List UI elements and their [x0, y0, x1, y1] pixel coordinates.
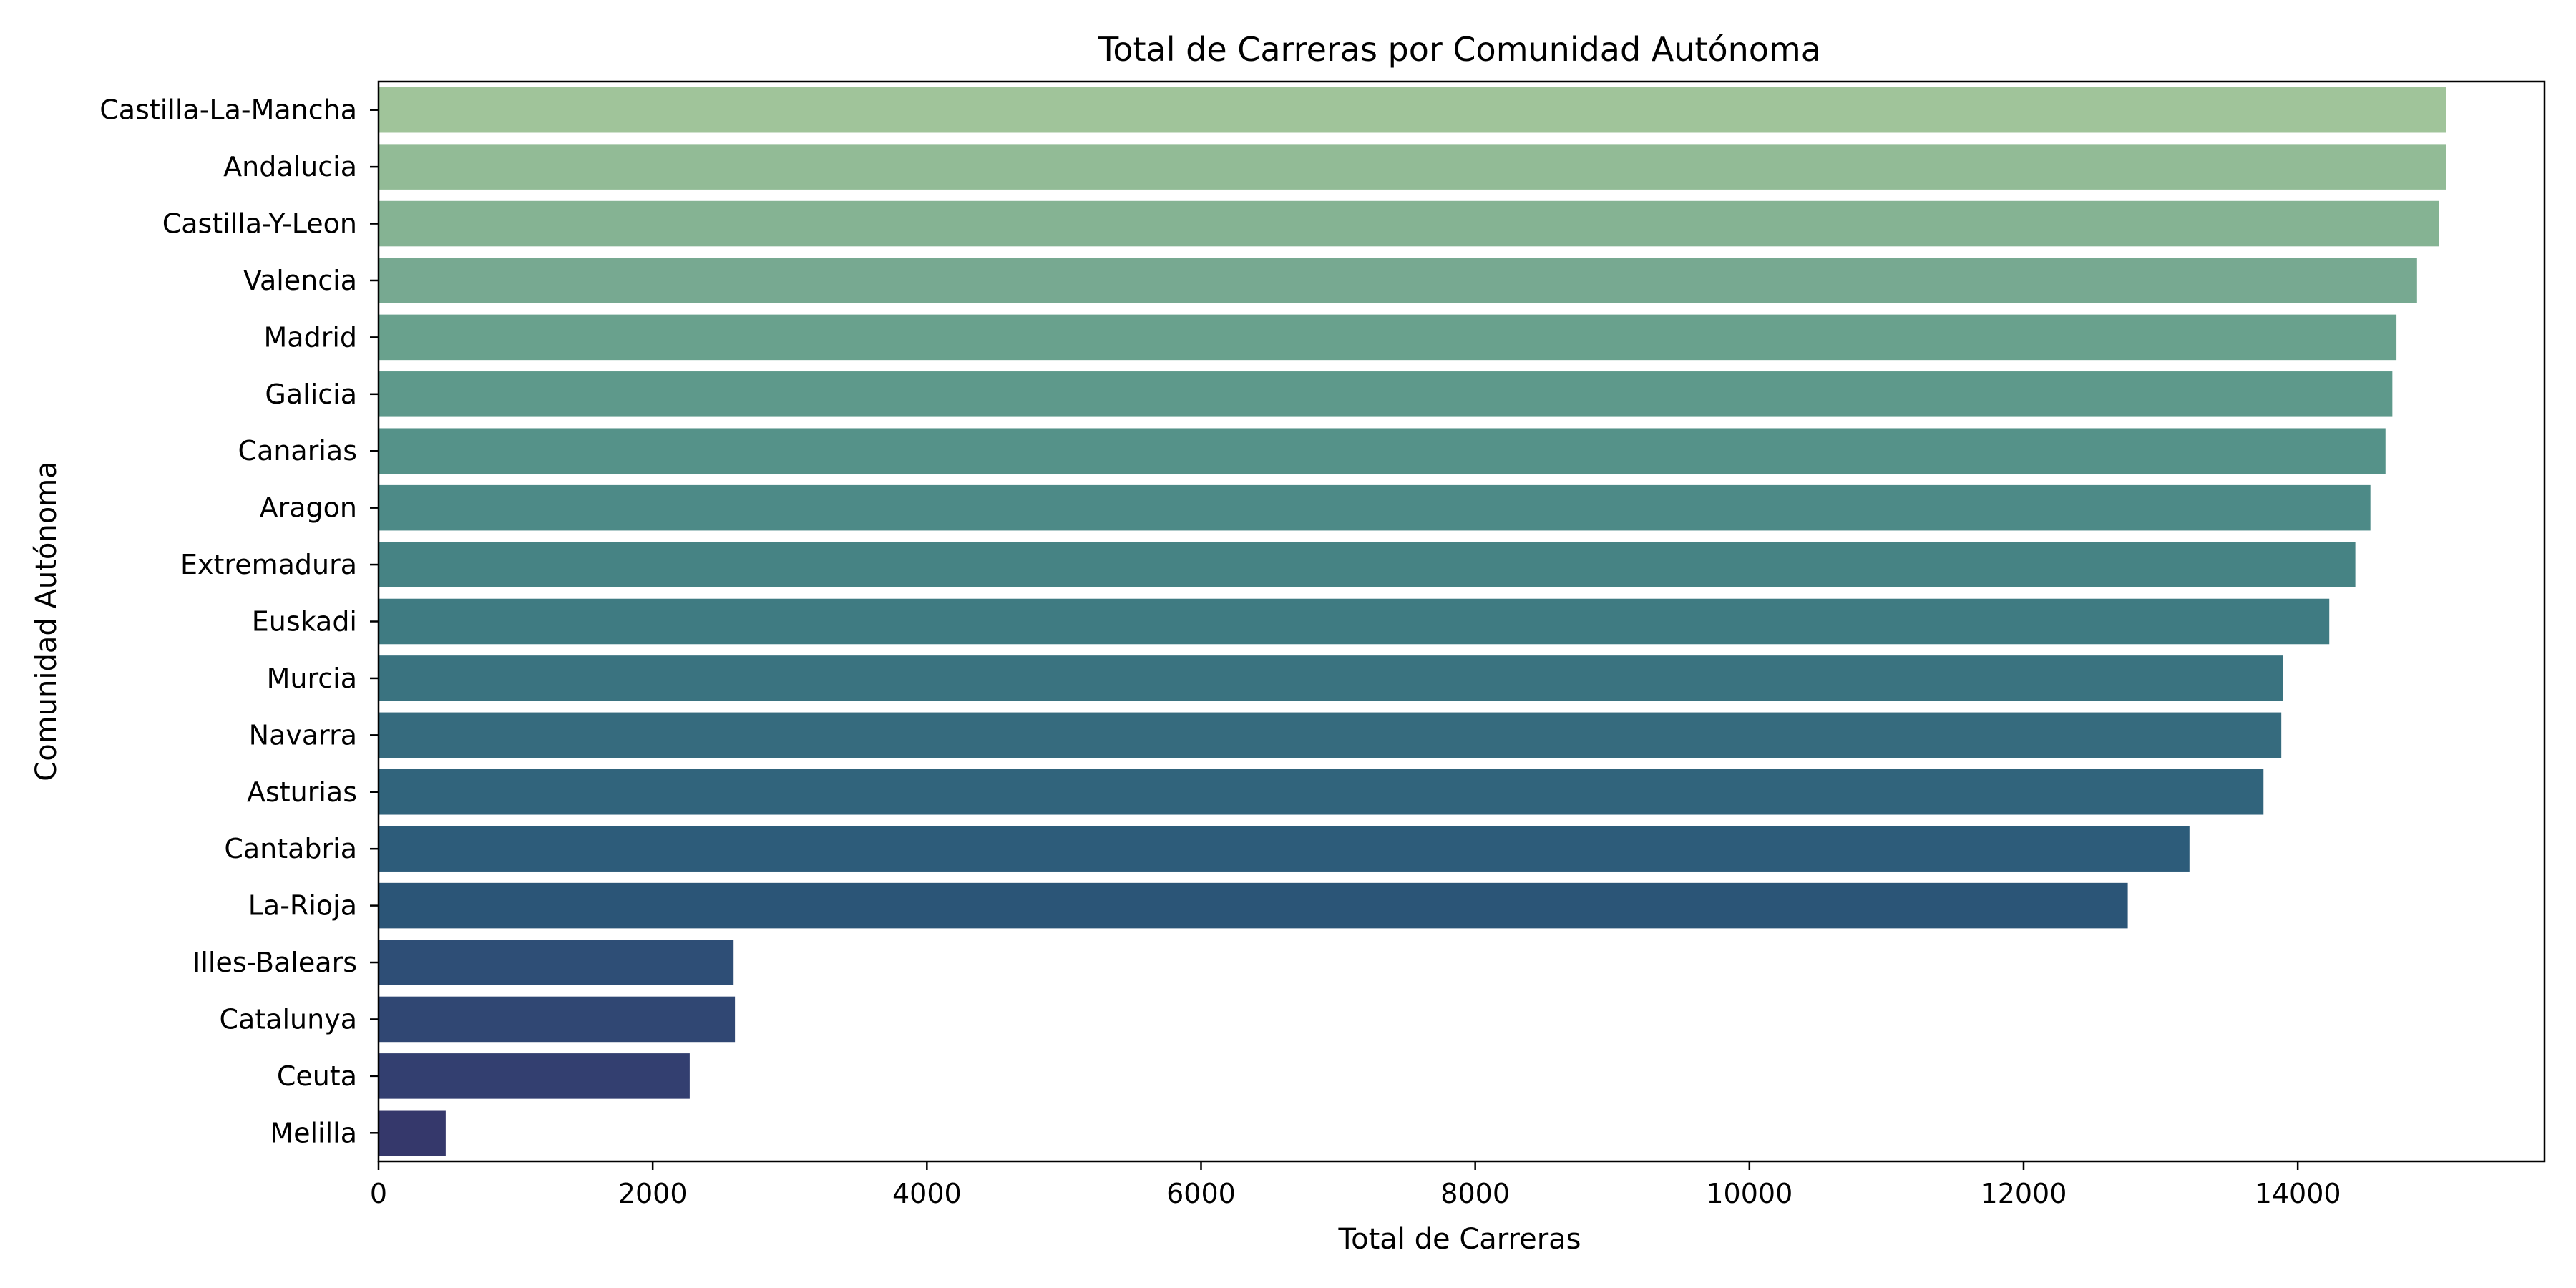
y-tick-label: Navarra	[249, 719, 357, 751]
y-tick-label: Asturias	[247, 776, 357, 808]
y-tick-label: Murcia	[267, 663, 357, 694]
bar-canarias	[379, 428, 2386, 474]
bar-asturias	[379, 769, 2264, 815]
x-tick-label: 0	[370, 1178, 387, 1209]
bar-castilla-y-leon	[379, 200, 2439, 247]
bars-group	[379, 87, 2446, 1156]
y-tick-label: Madrid	[264, 321, 358, 353]
x-tick-label: 2000	[618, 1178, 688, 1209]
x-tick-label: 8000	[1440, 1178, 1510, 1209]
bar-illes-balears	[379, 940, 734, 985]
x-axis-label: Total de Carreras	[1337, 1223, 1581, 1256]
bar-extremadura	[379, 542, 2356, 587]
y-tick-label: Catalunya	[219, 1003, 357, 1035]
bar-madrid	[379, 314, 2397, 361]
y-axis-label: Comunidad Autónoma	[30, 461, 63, 781]
y-tick-label: Andalucia	[223, 151, 357, 182]
bar-castilla-la-mancha	[379, 87, 2446, 133]
y-tick-label: Euskadi	[252, 606, 357, 638]
chart-title: Total de Carreras por Comunidad Autónoma	[1098, 30, 1821, 69]
y-tick-label: Ceuta	[277, 1060, 357, 1092]
y-tick-label: Castilla-Y-Leon	[162, 208, 357, 240]
x-axis-ticks: 0 2000 4000 6000 8000 10000 12000 14000	[370, 1161, 2341, 1209]
y-tick-label: Melilla	[270, 1117, 357, 1148]
x-tick-label: 12000	[1981, 1178, 2067, 1209]
bar-catalunya	[379, 996, 736, 1043]
bar-valencia	[379, 258, 2417, 303]
bar-la-rioja	[379, 882, 2128, 929]
bar-galicia	[379, 371, 2393, 417]
bar-aragon	[379, 484, 2371, 531]
bar-andalucia	[379, 144, 2446, 190]
y-tick-label: Valencia	[243, 265, 357, 296]
bar-euskadi	[379, 598, 2330, 645]
x-tick-label: 10000	[1706, 1178, 1792, 1209]
y-tick-label: Galicia	[265, 379, 357, 410]
bar-ceuta	[379, 1053, 690, 1099]
y-tick-label: Canarias	[238, 435, 357, 467]
bar-murcia	[379, 655, 2283, 701]
x-tick-label: 14000	[2255, 1178, 2341, 1209]
y-tick-label: La-Rioja	[248, 890, 357, 922]
y-tick-label: Castilla-La-Mancha	[99, 94, 357, 126]
y-tick-label: Cantabria	[224, 833, 357, 864]
y-tick-label: Extremadura	[180, 549, 357, 580]
x-tick-label: 6000	[1166, 1178, 1236, 1209]
x-tick-label: 4000	[892, 1178, 962, 1209]
bar-navarra	[379, 712, 2282, 758]
y-tick-label: Illes-Balears	[192, 947, 357, 978]
y-tick-label: Aragon	[260, 492, 357, 524]
bar-melilla	[379, 1110, 446, 1156]
y-axis-ticks: Castilla-La-Mancha Andalucia Castilla-Y-Le…	[99, 94, 379, 1148]
bar-cantabria	[379, 826, 2190, 872]
